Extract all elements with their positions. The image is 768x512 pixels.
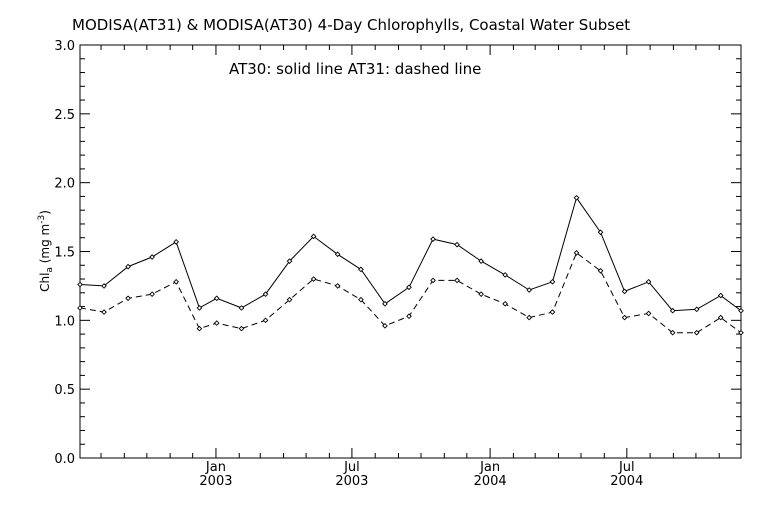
series-1-point xyxy=(621,288,628,295)
series-1-point xyxy=(502,272,508,278)
series-1-point xyxy=(573,194,580,201)
chart-title: MODISA(AT31) & MODISA(AT30) 4-Day Chloro… xyxy=(72,16,630,34)
series-1-point xyxy=(549,278,556,285)
y-tick-label: 2.0 xyxy=(54,177,75,192)
series-1-point xyxy=(430,236,436,242)
series-2-point xyxy=(213,320,220,326)
x-tick-label-year: 2004 xyxy=(610,474,643,489)
x-tick-label-month: Jan xyxy=(205,460,226,475)
x-tick-label-month: Jan xyxy=(479,460,500,475)
series-1-point xyxy=(358,266,364,273)
series-1-point xyxy=(77,281,83,288)
series-1-point xyxy=(149,254,155,260)
series-2-point xyxy=(597,267,604,274)
series-2-point xyxy=(738,329,744,336)
series-2-point xyxy=(430,277,436,284)
series-2-point xyxy=(502,300,508,307)
series-2-point xyxy=(286,296,293,303)
series-2-point xyxy=(101,309,107,315)
y-tick-label: 1.0 xyxy=(54,314,75,329)
series-1-point xyxy=(717,292,724,299)
y-tick-label: 2.5 xyxy=(54,108,75,123)
series-2-point xyxy=(262,317,269,324)
series-1-point xyxy=(101,283,107,289)
series-2-point xyxy=(77,305,83,311)
series-1-point xyxy=(213,295,220,302)
series-2-point xyxy=(358,296,364,303)
series-2-point xyxy=(573,250,580,256)
legend-annotation: AT30: solid line AT31: dashed line xyxy=(229,60,481,78)
series-2-point xyxy=(334,283,341,289)
series-2-point xyxy=(310,276,317,282)
y-label-sub: a xyxy=(45,267,55,273)
series-2-point xyxy=(549,309,556,315)
x-tick-label-year: 2003 xyxy=(199,474,232,489)
series-line-2 xyxy=(79,252,742,334)
series-layer xyxy=(77,194,744,336)
series-1-point xyxy=(669,307,676,314)
y-tick-label: 3.0 xyxy=(54,39,75,54)
series-2-point xyxy=(406,313,412,320)
y-label-sup: -3 xyxy=(37,215,47,224)
series-1-point xyxy=(334,251,341,258)
series-1-point xyxy=(526,287,533,293)
y-label-close: ) xyxy=(38,210,52,215)
series-1-point xyxy=(645,278,652,285)
x-tick-label-year: 2004 xyxy=(474,474,507,489)
y-label-base: Chl xyxy=(38,273,52,292)
series-2-point xyxy=(669,329,676,336)
series-1-point xyxy=(406,284,412,291)
series-1-point xyxy=(382,300,388,307)
series-1-point xyxy=(454,241,460,248)
series-1-point xyxy=(196,305,203,311)
series-2-point xyxy=(526,314,533,321)
series-2-point xyxy=(621,314,628,321)
y-label-units: (mg m xyxy=(38,224,52,267)
series-line-1 xyxy=(79,196,742,312)
series-1-point xyxy=(125,263,131,270)
series-2-point xyxy=(645,310,652,317)
series-2-point xyxy=(478,291,484,298)
x-tick-label-month: Jul xyxy=(618,460,635,475)
series-2-point xyxy=(173,278,179,285)
series-1-point xyxy=(693,306,700,313)
series-2-point xyxy=(693,329,700,336)
series-1-point xyxy=(173,239,179,245)
series-1-point xyxy=(478,258,484,264)
series-2-point xyxy=(454,277,460,284)
series-2-point xyxy=(149,291,155,298)
series-1-point xyxy=(597,229,604,236)
x-tick-label-month: Jul xyxy=(343,460,360,475)
series-2-point xyxy=(125,295,131,302)
x-tick-label-year: 2003 xyxy=(335,474,368,489)
y-tick-label: 0.5 xyxy=(54,383,75,398)
series-2-point xyxy=(717,314,724,321)
series-2-point xyxy=(382,323,388,329)
series-1-point xyxy=(738,307,744,314)
series-1-point xyxy=(286,258,293,264)
series-2-point xyxy=(238,325,245,332)
series-1-point xyxy=(238,305,245,311)
y-tick-label: 1.5 xyxy=(54,246,75,261)
series-1-point xyxy=(310,233,317,240)
series-1-point xyxy=(262,291,269,298)
y-axis: 0.0 0.5 1.0 1.5 2.0 2.5 3.0 xyxy=(54,39,741,467)
y-tick-label: 0.0 xyxy=(54,452,75,467)
y-axis-label: Chla (mg m-3) xyxy=(37,210,55,292)
series-2-point xyxy=(196,325,203,332)
